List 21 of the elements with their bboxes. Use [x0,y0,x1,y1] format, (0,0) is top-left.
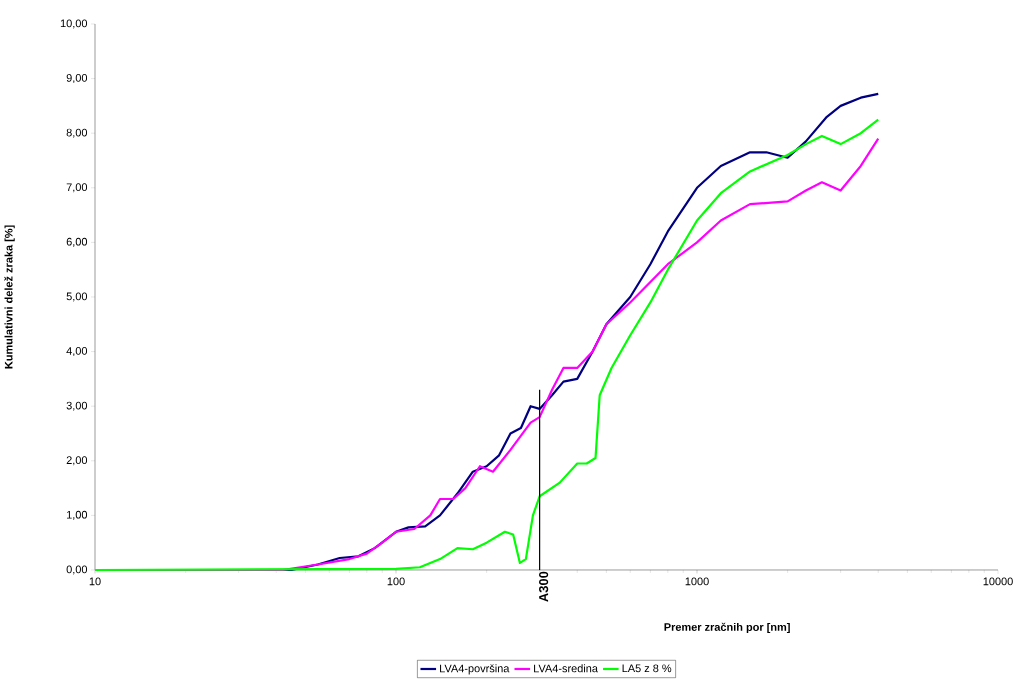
y-tick-label: 1,00 [67,510,88,520]
x-tick-label: 10 [89,577,101,586]
y-tick-label: 10,00 [60,19,88,29]
x-axis-title: Premer zračnih por [nm] [664,622,790,634]
legend-label: LVA4-sredina [534,664,598,673]
y-tick-label: 9,00 [66,74,88,84]
y-tick-label: 6,00 [66,237,88,247]
legend-label: LVA4-površina [440,664,510,675]
y-tick-label: 4,00 [66,347,88,357]
y-tick-label: 5,00 [66,292,88,302]
y-tick-label: 2,00 [66,456,88,466]
y-tick-label: 3,00 [66,401,88,411]
x-tick-label: 10000 [983,577,1013,586]
legend-label: LA5 z 8 % [622,664,672,673]
x-tick-label: 1000 [685,577,709,586]
y-axis-title: Kumulativni delež zraka [%] [4,225,15,369]
y-tick-label: 0,00 [66,565,88,575]
x-tick-label: 100 [387,577,405,586]
y-tick-label: 7,00 [66,183,88,193]
y-tick-label: 8,00 [66,128,88,138]
ref-line-label: A300 [539,571,549,602]
